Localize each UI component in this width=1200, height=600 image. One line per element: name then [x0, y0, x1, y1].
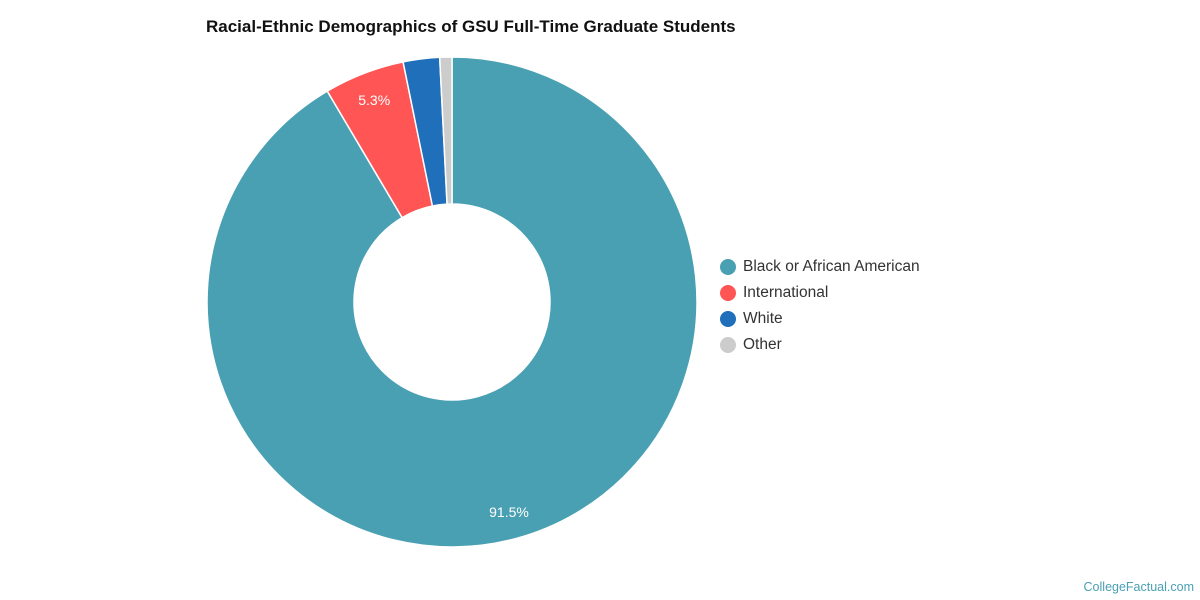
chart-legend: Black or African American International … [720, 254, 920, 358]
source-credit[interactable]: CollegeFactual.com [1083, 580, 1194, 594]
legend-item-international[interactable]: International [720, 280, 920, 306]
legend-swatch-icon [720, 285, 736, 301]
legend-swatch-icon [720, 311, 736, 327]
legend-item-other[interactable]: Other [720, 332, 920, 358]
legend-item-white[interactable]: White [720, 306, 920, 332]
chart-title: Racial-Ethnic Demographics of GSU Full-T… [206, 17, 736, 36]
legend-item-black[interactable]: Black or African American [720, 254, 920, 280]
slice-black-or-african-american[interactable] [206, 56, 698, 548]
legend-swatch-icon [720, 337, 736, 353]
data-label: 91.5% [489, 504, 529, 520]
data-label: 5.3% [358, 92, 390, 108]
slice-other[interactable] [438, 56, 453, 205]
legend-swatch-icon [720, 259, 736, 275]
